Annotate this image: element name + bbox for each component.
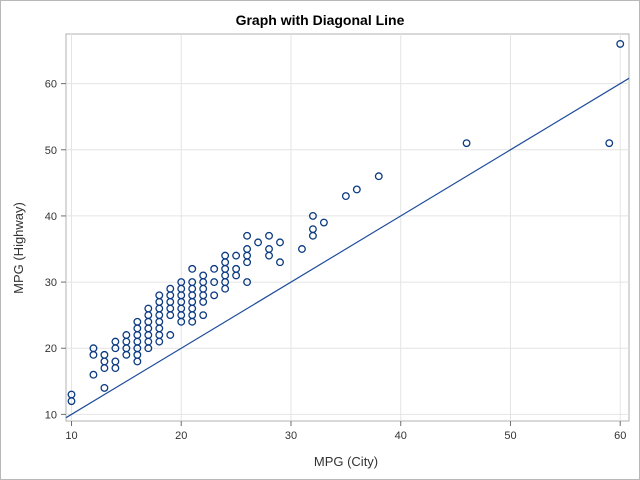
data-point xyxy=(210,291,219,300)
data-point xyxy=(100,383,109,392)
data-point xyxy=(605,139,614,148)
data-point xyxy=(232,264,241,273)
data-point xyxy=(210,264,219,273)
data-markers xyxy=(67,39,625,406)
data-point xyxy=(319,218,328,227)
y-tick-label: 10 xyxy=(45,409,57,421)
data-point xyxy=(166,331,175,339)
diagonal-line xyxy=(65,77,630,419)
data-point xyxy=(89,344,98,353)
data-point xyxy=(177,278,186,287)
data-point xyxy=(210,278,219,287)
chart-title: Graph with Diagonal Line xyxy=(236,12,405,28)
plot-area xyxy=(65,33,630,422)
x-tick-label: 30 xyxy=(285,430,297,442)
x-tick-label: 40 xyxy=(395,430,407,442)
data-point xyxy=(616,39,625,48)
data-point xyxy=(341,192,350,201)
data-point xyxy=(232,251,241,260)
data-point xyxy=(155,291,164,300)
y-tick-label: 40 xyxy=(45,211,57,223)
data-point xyxy=(111,357,120,366)
data-point xyxy=(89,370,98,379)
data-point xyxy=(188,264,197,273)
data-point xyxy=(352,185,361,194)
y-axis: 10 20 30 40 50 60 xyxy=(45,79,66,421)
data-point xyxy=(276,238,284,247)
data-point xyxy=(221,251,230,260)
data-point xyxy=(265,231,273,240)
data-point xyxy=(308,225,317,234)
data-point xyxy=(276,258,284,267)
x-tick-label: 20 xyxy=(175,430,187,442)
x-axis-label: MPG (City) xyxy=(314,454,378,469)
data-point xyxy=(67,390,76,399)
data-point xyxy=(100,350,109,359)
data-point xyxy=(243,245,252,253)
x-tick-label: 60 xyxy=(614,430,626,442)
y-tick-label: 50 xyxy=(45,145,57,157)
y-tick-label: 60 xyxy=(45,79,57,91)
data-point xyxy=(188,278,197,287)
data-point xyxy=(122,331,131,339)
data-point xyxy=(199,311,208,320)
data-point xyxy=(199,271,208,280)
data-point xyxy=(265,245,273,253)
y-tick-label: 30 xyxy=(45,277,57,289)
data-point xyxy=(133,317,142,326)
data-point xyxy=(243,231,252,240)
data-point xyxy=(243,278,252,287)
diagonal-reference-line xyxy=(65,77,630,419)
y-axis-label: MPG (Highway) xyxy=(11,202,26,294)
data-point xyxy=(166,284,175,293)
data-point xyxy=(462,139,471,148)
data-point xyxy=(144,304,153,313)
data-point xyxy=(308,211,317,220)
data-point xyxy=(298,245,306,253)
x-tick-label: 10 xyxy=(65,430,77,442)
data-point xyxy=(374,172,383,181)
data-point xyxy=(111,337,120,346)
data-point xyxy=(254,238,263,247)
x-axis: 10 20 30 40 50 60 xyxy=(65,421,626,442)
y-tick-label: 20 xyxy=(45,343,57,355)
gridlines xyxy=(66,34,629,421)
x-tick-label: 50 xyxy=(504,430,516,442)
